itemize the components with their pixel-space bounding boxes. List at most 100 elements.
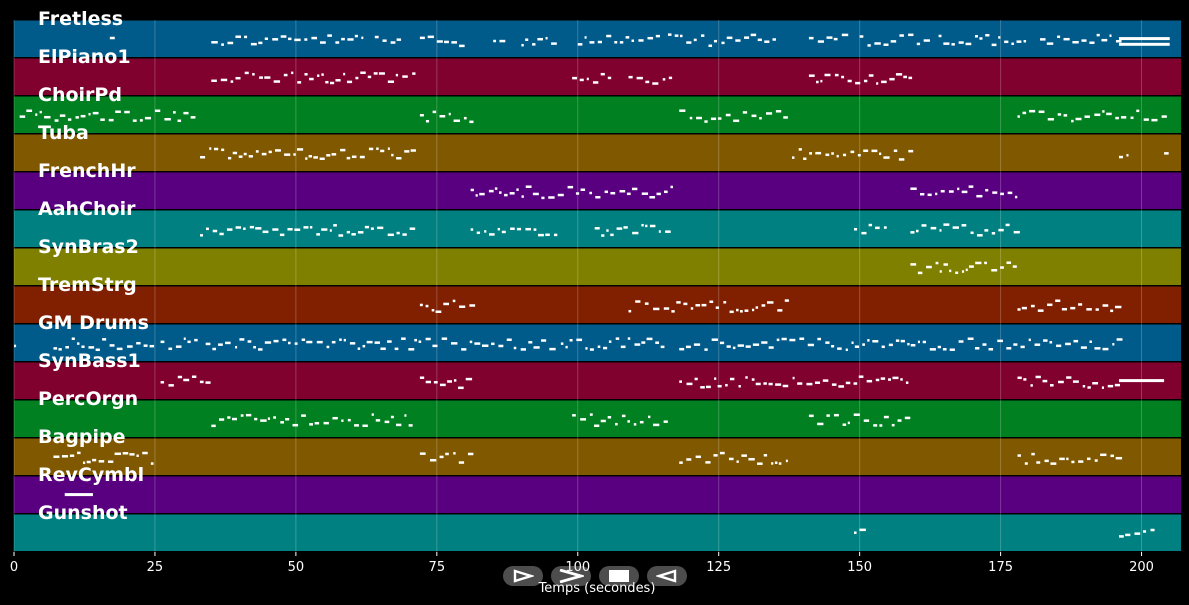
note: [199, 380, 204, 384]
note: [670, 185, 673, 189]
note: [942, 348, 947, 351]
note-segment: [19, 109, 151, 122]
note: [735, 39, 741, 42]
note: [621, 414, 626, 418]
note: [390, 415, 394, 419]
note: [1114, 305, 1122, 309]
x-tick-label: 75: [429, 560, 446, 575]
note: [831, 152, 834, 155]
note: [1023, 39, 1027, 43]
note: [404, 150, 410, 153]
note-segment: [1017, 109, 1167, 123]
note: [1164, 152, 1169, 155]
note: [711, 338, 718, 341]
note: [273, 416, 276, 419]
note: [311, 36, 318, 40]
note: [194, 338, 198, 342]
back-button[interactable]: [647, 566, 687, 586]
note: [341, 419, 344, 422]
note: [304, 38, 308, 41]
note: [1022, 111, 1027, 115]
note: [516, 227, 522, 231]
note-segment: [53, 337, 155, 352]
note-segment: [419, 452, 474, 464]
note: [881, 80, 887, 84]
note: [213, 147, 219, 151]
note: [893, 149, 898, 153]
note: [200, 155, 206, 159]
note: [679, 109, 686, 112]
note: [751, 114, 757, 118]
note: [660, 345, 665, 349]
note: [425, 119, 430, 123]
note: [77, 451, 81, 455]
note: [235, 35, 241, 38]
note: [737, 344, 744, 347]
note-segment: [211, 71, 416, 85]
x-axis: 0 25 50 75 100 125 150 175 200: [10, 552, 1154, 575]
note: [1071, 119, 1074, 123]
note: [1057, 35, 1061, 39]
stop-button[interactable]: [599, 566, 639, 586]
note: [396, 38, 402, 41]
note: [910, 343, 916, 347]
note: [479, 192, 485, 196]
note-segment: [792, 148, 914, 161]
note: [861, 231, 867, 235]
note: [888, 378, 892, 381]
note: [736, 460, 739, 463]
note: [905, 381, 909, 384]
note: [1029, 109, 1036, 113]
note: [252, 73, 255, 76]
note: [326, 154, 331, 157]
note: [402, 75, 408, 78]
note: [273, 80, 281, 83]
note: [410, 149, 416, 152]
note: [645, 224, 648, 228]
note: [1058, 380, 1064, 384]
play-button[interactable]: [503, 566, 543, 586]
track-band: [14, 20, 1181, 57]
note: [1006, 261, 1012, 264]
note: [343, 72, 346, 76]
track-label: AahChoir: [38, 198, 136, 220]
note: [1030, 304, 1035, 308]
note: [453, 379, 457, 382]
note: [301, 414, 306, 417]
note: [808, 74, 815, 77]
note: [374, 35, 379, 39]
track-label: TremStrg: [38, 274, 137, 296]
note: [867, 339, 870, 342]
note: [212, 347, 217, 351]
note: [595, 195, 601, 199]
note: [136, 341, 141, 345]
note: [497, 227, 501, 231]
forward-button[interactable]: [551, 566, 591, 586]
note: [910, 231, 915, 234]
note: [264, 341, 272, 344]
note: [706, 385, 711, 389]
note: [985, 34, 990, 37]
note: [836, 154, 839, 158]
note: [359, 155, 365, 159]
note: [560, 342, 564, 345]
note: [768, 382, 773, 386]
note: [1056, 344, 1062, 348]
note: [782, 384, 789, 388]
note: [728, 457, 734, 461]
x-tick-label: 0: [10, 560, 18, 575]
note-segment: [200, 224, 416, 237]
note: [584, 36, 587, 39]
note: [259, 76, 263, 79]
note: [656, 192, 661, 196]
note: [890, 40, 897, 43]
note: [900, 378, 903, 381]
note: [309, 77, 314, 81]
note: [647, 36, 654, 40]
note: [732, 346, 736, 350]
note: [316, 340, 323, 344]
note: [907, 342, 910, 346]
note: [465, 377, 473, 381]
note: [855, 81, 861, 85]
note: [834, 73, 839, 77]
